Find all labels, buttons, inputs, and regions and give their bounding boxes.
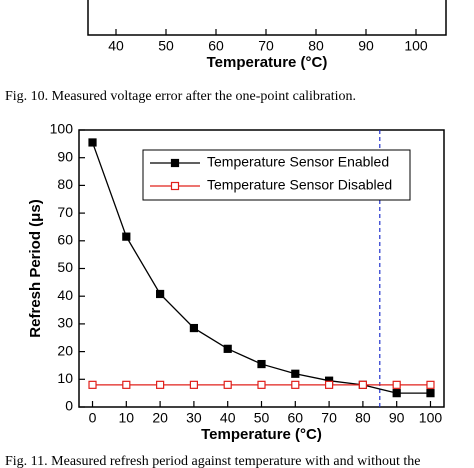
data-point (291, 380, 300, 389)
x-tick-label: 70 (258, 38, 274, 54)
data-point (324, 380, 334, 389)
data-point (156, 289, 165, 299)
data-point (223, 344, 232, 353)
data-point (392, 389, 401, 398)
x-tick-label: 100 (404, 38, 428, 54)
x-tick-label: 80 (355, 410, 371, 426)
y-tick-label: 10 (57, 370, 73, 386)
legend-label: Temperature Sensor Disabled (207, 177, 392, 193)
x-axis-title: Temperature (°C) (207, 54, 328, 71)
data-point (189, 380, 199, 389)
y-axis-title: Refresh Period (μs) (27, 199, 44, 337)
plot-frame (87, 0, 447, 36)
x-tick-label: 80 (308, 38, 324, 54)
y-tick-label: 20 (57, 342, 73, 358)
y-tick-label: 70 (57, 204, 73, 220)
y-tick-label: 100 (50, 121, 74, 137)
data-point (223, 380, 232, 389)
data-point (426, 389, 435, 398)
data-point (189, 323, 199, 333)
x-tick-label: 60 (208, 38, 224, 54)
data-point (156, 380, 165, 389)
caption: Fig. 11. Measured refresh period against… (5, 454, 420, 468)
y-tick-label: 40 (57, 287, 73, 303)
data-point (358, 380, 367, 389)
data-point (291, 369, 300, 378)
data-point (392, 380, 401, 389)
x-tick-label: 90 (358, 38, 374, 54)
legend-marker (170, 158, 180, 168)
data-point (88, 138, 97, 147)
data-point (88, 380, 97, 389)
x-tick-label: 90 (389, 410, 405, 426)
x-tick-label: 40 (220, 410, 236, 426)
x-tick-label: 100 (419, 410, 443, 426)
data-point (122, 380, 131, 389)
y-tick-label: 90 (57, 148, 73, 164)
data-point (122, 232, 131, 241)
x-tick-label: 70 (321, 410, 337, 426)
y-tick-label: 80 (57, 176, 73, 192)
x-tick-label: 10 (119, 410, 135, 426)
x-tick-label: 20 (152, 410, 168, 426)
x-tick-label: 0 (89, 410, 97, 426)
x-tick-label: 60 (288, 410, 304, 426)
legend-box (142, 149, 411, 201)
x-axis-title: Temperature (°C) (201, 426, 322, 443)
legend-label: Temperature Sensor Enabled (207, 154, 389, 170)
x-tick-label: 30 (186, 410, 202, 426)
data-point (426, 380, 435, 389)
x-tick-label: 50 (158, 38, 174, 54)
y-tick-label: 0 (65, 398, 73, 414)
y-tick-label: 30 (57, 315, 73, 331)
data-point (257, 359, 266, 369)
x-tick-label: 40 (108, 38, 124, 54)
data-point (257, 380, 266, 389)
y-tick-label: 60 (57, 232, 73, 248)
x-tick-label: 50 (254, 410, 270, 426)
legend-marker (170, 181, 180, 191)
caption: Fig. 10. Measured voltage error after th… (5, 89, 356, 104)
y-tick-label: 50 (57, 259, 73, 275)
